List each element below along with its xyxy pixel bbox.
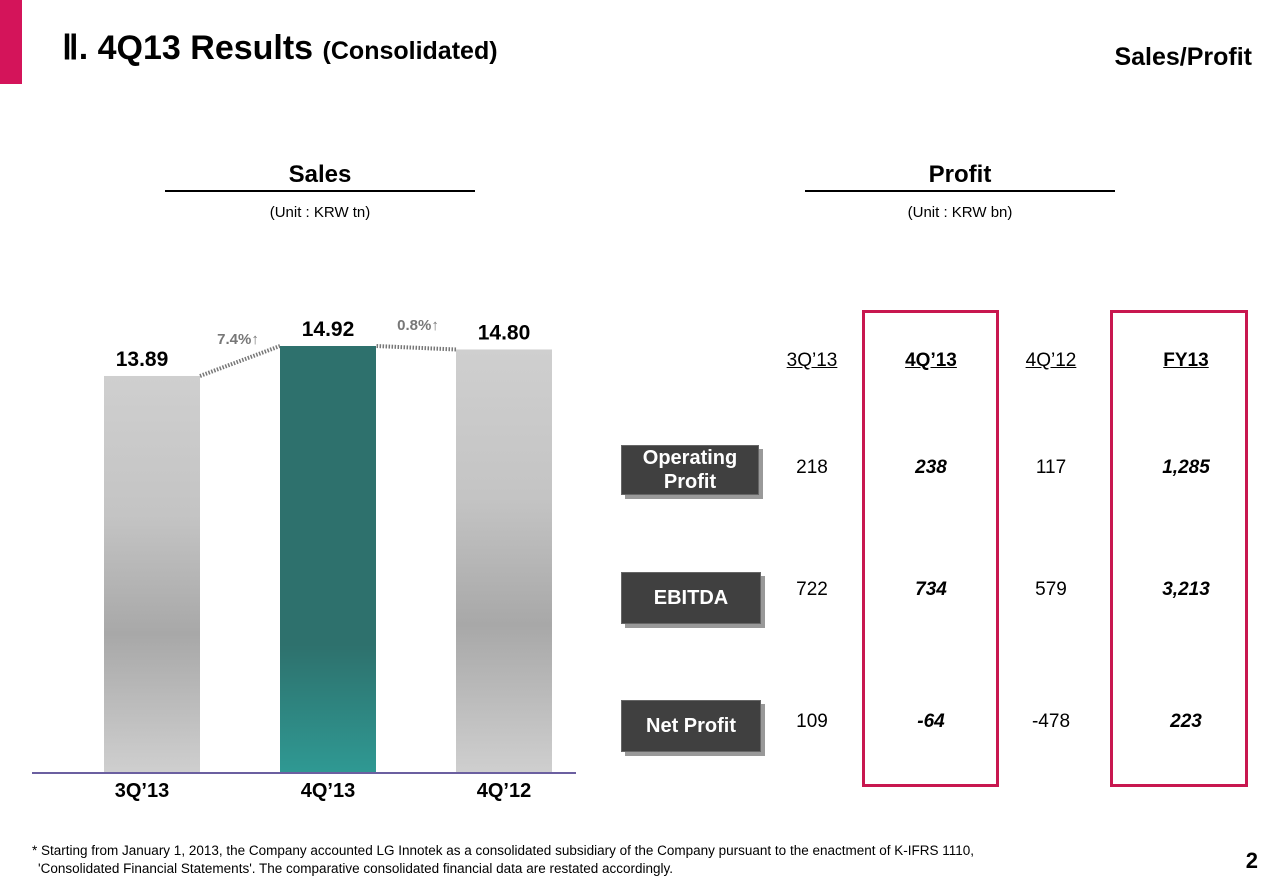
footnote: * Starting from January 1, 2013, the Com…	[32, 842, 974, 878]
growth-connector	[375, 344, 457, 352]
bar-2	[456, 349, 552, 773]
table-cell: 722	[796, 579, 828, 600]
column-header: 4Q’12	[1025, 350, 1077, 371]
row-label: Net Profit	[621, 700, 761, 752]
growth-connector	[199, 344, 281, 378]
sales-bar-chart: 7.4%↑ 0.8%↑ 13.89 3Q’13 14.92 4Q’13 14.80 4Q’12	[32, 317, 576, 802]
column-header: 3Q’13	[786, 350, 838, 371]
growth-label: 7.4%↑	[217, 331, 259, 348]
table-cell: 3,213	[1162, 579, 1210, 600]
table-cell: 117	[1035, 457, 1067, 478]
row-label: Operating Profit	[621, 445, 759, 495]
roman-numeral: Ⅱ.	[62, 29, 89, 67]
sales-heading: Sales	[288, 161, 352, 188]
bar-1	[280, 346, 376, 773]
table-cell: 109	[796, 711, 828, 732]
section-title: Sales/Profit	[1114, 43, 1252, 71]
sales-unit: (Unit : KRW tn)	[269, 204, 371, 221]
footnote-line: * Starting from January 1, 2013, the Com…	[32, 843, 975, 858]
table-cell: -64	[917, 711, 945, 732]
page-title: Ⅱ. 4Q13 Results (Consolidated)	[62, 28, 498, 68]
growth-label: 0.8%↑	[397, 317, 439, 334]
title-text: 4Q13 Results	[97, 29, 314, 67]
column-header: 4Q’13	[905, 350, 957, 371]
profit-heading-line	[805, 190, 1115, 192]
highlight-4q13-box	[862, 310, 999, 787]
accent-bar	[0, 0, 22, 84]
category-label: 4Q’13	[301, 780, 355, 802]
page-number: 2	[1245, 848, 1258, 873]
table-cell: 223	[1170, 711, 1202, 732]
table-cell: 218	[796, 457, 828, 478]
category-label: 4Q’12	[477, 780, 531, 802]
table-cell: 1,285	[1162, 457, 1210, 478]
title-subtitle: (Consolidated)	[322, 37, 498, 65]
bar-value-label: 14.80	[478, 321, 531, 344]
table-cell: -478	[1031, 711, 1071, 732]
table-cell: 734	[915, 579, 947, 600]
table-cell: 238	[915, 457, 947, 478]
bar-0	[104, 375, 200, 773]
profit-unit: (Unit : KRW bn)	[907, 204, 1013, 221]
column-header: FY13	[1163, 350, 1209, 371]
footnote-line: 'Consolidated Financial Statements'. The…	[38, 861, 674, 876]
bar-value-label: 14.92	[302, 318, 355, 341]
table-cell: 579	[1035, 579, 1067, 600]
bar-value-label: 13.89	[116, 348, 169, 371]
profit-heading: Profit	[928, 161, 992, 188]
category-label: 3Q’13	[115, 780, 169, 802]
row-label: EBITDA	[621, 572, 761, 624]
sales-heading-line	[165, 190, 475, 192]
highlight-fy13-box	[1110, 310, 1248, 787]
